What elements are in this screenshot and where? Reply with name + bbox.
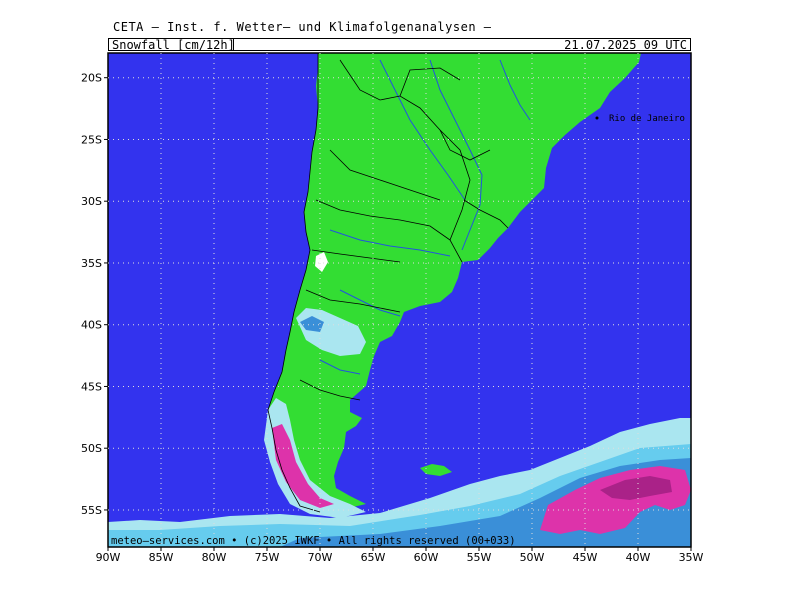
lat-tick-label: 25S bbox=[81, 133, 102, 146]
copyright-text: meteo—services.com • (c)2025 IWKF • All … bbox=[111, 535, 516, 547]
lat-tick-label: 45S bbox=[81, 380, 102, 393]
title-separator bbox=[233, 39, 234, 51]
lon-tick-label: 80W bbox=[202, 551, 227, 564]
map-area bbox=[108, 53, 691, 547]
city-label: Rio de Janeiro bbox=[609, 114, 685, 124]
lat-tick-label: 30S bbox=[81, 195, 102, 208]
snow-extreme-east bbox=[600, 476, 672, 500]
lon-tick-label: 65W bbox=[361, 551, 386, 564]
lon-tick-label: 70W bbox=[308, 551, 333, 564]
snow-andes-south bbox=[264, 398, 366, 518]
rivers bbox=[319, 59, 531, 375]
lon-tick-label: 50W bbox=[520, 551, 545, 564]
snow-central-andes bbox=[315, 252, 328, 272]
longitude-axis: 90W 85W 80W 75W 70W 65W 60W 55W 50W 45W 40W 35W bbox=[96, 547, 704, 564]
lat-tick-label: 35S bbox=[81, 257, 102, 270]
lon-tick-label: 40W bbox=[626, 551, 651, 564]
lat-tick-label: 20S bbox=[81, 72, 102, 85]
falkland-islands bbox=[420, 464, 452, 476]
title-bar: Snowfall [cm/12h] 21.07.2025 09 UTC bbox=[108, 38, 691, 52]
snow-andes-heavy bbox=[272, 424, 334, 508]
snow-patagonia-core bbox=[300, 316, 324, 332]
header-title: CETA — Inst. f. Wetter— und Klimafolgena… bbox=[113, 20, 492, 34]
country-borders bbox=[267, 53, 509, 513]
lon-tick-label: 60W bbox=[414, 551, 439, 564]
lon-tick-label: 35W bbox=[679, 551, 704, 564]
south-america-land bbox=[268, 53, 641, 512]
parameter-label: Snowfall [cm/12h] bbox=[112, 38, 235, 52]
rio-de-janeiro-marker bbox=[595, 116, 599, 120]
latitude-axis: 20S 25S 30S 35S 40S 45S 50S 55S bbox=[81, 72, 108, 517]
lat-lon-grid bbox=[108, 53, 691, 547]
plot-frame bbox=[107, 52, 692, 548]
lon-tick-label: 55W bbox=[467, 551, 492, 564]
lat-tick-label: 55S bbox=[81, 504, 102, 517]
lon-tick-label: 85W bbox=[149, 551, 174, 564]
lon-tick-label: 75W bbox=[255, 551, 280, 564]
lat-tick-label: 40S bbox=[81, 319, 102, 332]
lon-tick-label: 90W bbox=[96, 551, 121, 564]
forecast-datetime: 21.07.2025 09 UTC bbox=[564, 38, 687, 52]
lon-tick-label: 45W bbox=[573, 551, 598, 564]
lat-tick-label: 50S bbox=[81, 442, 102, 455]
